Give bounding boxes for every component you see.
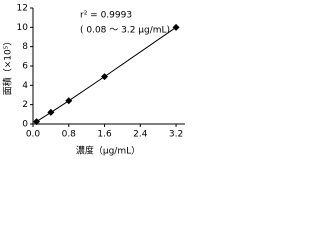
y-tick-label: 8: [22, 42, 28, 52]
y-axis-label: 面積（×10⁵）: [2, 37, 14, 96]
data-point: [172, 23, 180, 31]
chart: r² = 0.9993 ( 0.08 ～ 3.2 μg/mL) 濃度（μg/mL…: [2, 4, 185, 157]
y-tick-label: 12: [17, 4, 28, 14]
y-tick-label: 4: [22, 81, 28, 91]
data-point: [65, 97, 73, 105]
data-point: [101, 73, 109, 81]
x-tick-label: 0.0: [26, 130, 41, 140]
annotation: r² = 0.9993: [80, 11, 132, 21]
y-tick-label: 10: [17, 23, 29, 33]
y-tick-label: 6: [22, 62, 28, 72]
x-tick-label: 1.6: [97, 130, 112, 140]
y-tick-label: 2: [22, 100, 28, 110]
x-tick-label: 3.2: [169, 130, 183, 140]
x-tick-label: 0.8: [62, 130, 77, 140]
page: {"chart_data": {"type": "scatter", "anno…: [1, 3, 185, 157]
x-tick-label: 2.4: [133, 130, 148, 140]
fit-line: [36, 26, 177, 123]
data-point: [33, 118, 41, 126]
x-axis-label: 濃度（μg/mL）: [76, 145, 140, 157]
y-tick-label: 0: [22, 120, 28, 130]
data-point: [47, 108, 55, 116]
annotation: ( 0.08 ～ 3.2 μg/mL): [80, 26, 170, 36]
